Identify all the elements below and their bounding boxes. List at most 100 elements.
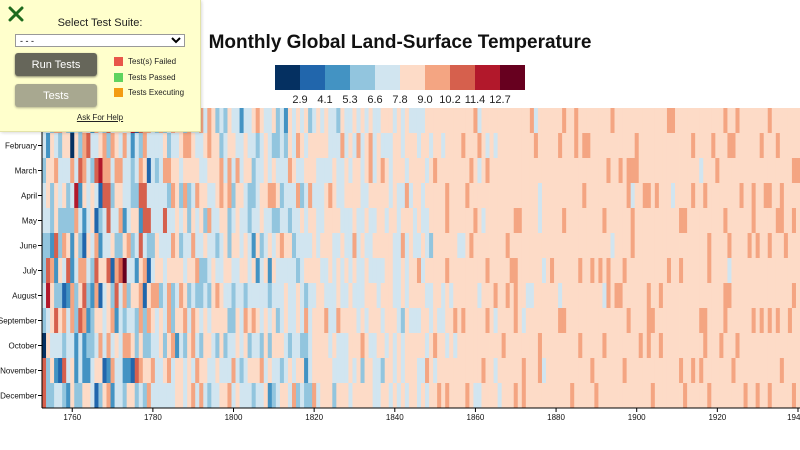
heatmap-cell — [171, 183, 176, 208]
heatmap-cell — [767, 308, 773, 333]
heatmap-cell — [199, 283, 204, 308]
heatmap-cell — [154, 308, 160, 333]
heatmap-cell — [199, 333, 204, 358]
heatmap-cell — [578, 208, 583, 233]
tests-button[interactable]: Tests — [15, 84, 97, 107]
heatmap-cell — [259, 108, 265, 133]
heatmap-cell — [372, 233, 378, 258]
heatmap-cell — [42, 308, 47, 333]
heatmap-cell — [622, 383, 628, 408]
heatmap-cell — [445, 183, 450, 208]
heatmap-cell — [731, 158, 736, 183]
heatmap-cell — [570, 283, 575, 308]
close-icon[interactable] — [8, 6, 24, 22]
heatmap-cell — [421, 358, 426, 383]
heatmap-cell — [404, 358, 410, 383]
heatmap-cell — [614, 333, 619, 358]
heatmap-cell — [66, 133, 71, 158]
heatmap-cell — [578, 233, 583, 258]
heatmap-cell — [763, 358, 769, 383]
test-suite-select[interactable]: - - - — [15, 34, 185, 47]
heatmap-cell — [670, 358, 676, 383]
heatmap-cell — [146, 358, 152, 383]
heatmap-cell — [203, 258, 208, 283]
heatmap-cell — [320, 308, 325, 333]
heatmap-cell — [158, 283, 164, 308]
heatmap-cell — [739, 108, 744, 133]
heatmap-cell — [66, 383, 71, 408]
heatmap-cell — [578, 183, 583, 208]
ask-for-help-link[interactable]: Ask For Help — [76, 113, 124, 122]
heatmap-cell — [485, 308, 490, 333]
heatmap-cell — [82, 158, 87, 183]
heatmap-cell — [102, 358, 107, 383]
heatmap-cell — [312, 158, 317, 183]
heatmap-cell — [90, 133, 95, 158]
heatmap-cell — [340, 208, 345, 233]
heatmap-cell — [388, 183, 394, 208]
heatmap-cell — [259, 383, 265, 408]
heatmap-cell — [388, 233, 394, 258]
heatmap-cell — [747, 308, 753, 333]
heatmap-cell — [421, 233, 426, 258]
heatmap-cell — [211, 333, 216, 358]
heatmap-cell — [638, 283, 644, 308]
heatmap-cell — [243, 233, 249, 258]
heatmap-cell — [425, 183, 430, 208]
heatmap-cell — [433, 383, 438, 408]
heatmap-cell — [675, 133, 680, 158]
heatmap-cell — [566, 358, 571, 383]
heatmap-cell — [364, 108, 369, 133]
heatmap-cell — [461, 358, 466, 383]
heatmap-cell — [445, 108, 450, 133]
heatmap-cell — [537, 308, 543, 333]
heatmap-cell — [300, 133, 305, 158]
heatmap-cell — [283, 108, 289, 133]
heatmap-cell — [82, 333, 87, 358]
heatmap-cell — [118, 183, 124, 208]
heatmap-cell — [328, 358, 333, 383]
heatmap-cell — [739, 183, 744, 208]
heatmap-cell — [408, 183, 414, 208]
heatmap-cell — [110, 283, 115, 308]
heatmap-cell — [731, 283, 736, 308]
heatmap-cell — [791, 233, 797, 258]
heatmap-cell — [384, 108, 390, 133]
heatmap-cell — [445, 383, 450, 408]
heatmap-cell — [207, 233, 212, 258]
heatmap-cell — [154, 208, 160, 233]
heatmap-cell — [666, 283, 672, 308]
heatmap-cell — [384, 283, 390, 308]
heatmap-cell — [727, 283, 732, 308]
heatmap-cell — [352, 358, 357, 383]
heatmap-cell — [574, 233, 579, 258]
heatmap-cell — [545, 183, 551, 208]
heatmap-cell — [771, 308, 777, 333]
heatmap-cell — [513, 183, 519, 208]
heatmap-cell — [433, 158, 438, 183]
heatmap-cell — [683, 383, 688, 408]
heatmap-cell — [695, 108, 700, 133]
heatmap-cell — [251, 133, 257, 158]
heatmap-cell — [74, 308, 79, 333]
heatmap-cell — [279, 333, 285, 358]
run-tests-button[interactable]: Run Tests — [15, 53, 97, 76]
heatmap-cell — [731, 358, 736, 383]
heatmap-cell — [533, 208, 539, 233]
heatmap-cell — [126, 283, 132, 308]
heatmap-cell — [138, 233, 144, 258]
heatmap-cell — [126, 383, 132, 408]
heatmap-cell — [283, 233, 289, 258]
heatmap-cell — [70, 308, 75, 333]
heatmap-cell — [235, 208, 240, 233]
heatmap-cell — [646, 208, 652, 233]
heatmap-cell — [787, 133, 793, 158]
heatmap-cell — [646, 258, 652, 283]
heatmap-cell — [574, 308, 579, 333]
heatmap-cell — [166, 308, 172, 333]
heatmap-cell — [501, 258, 507, 283]
heatmap-cell — [638, 358, 644, 383]
legend-label: 11.4 — [465, 94, 486, 106]
heatmap-cell — [731, 333, 736, 358]
heatmap-cell — [695, 308, 700, 333]
